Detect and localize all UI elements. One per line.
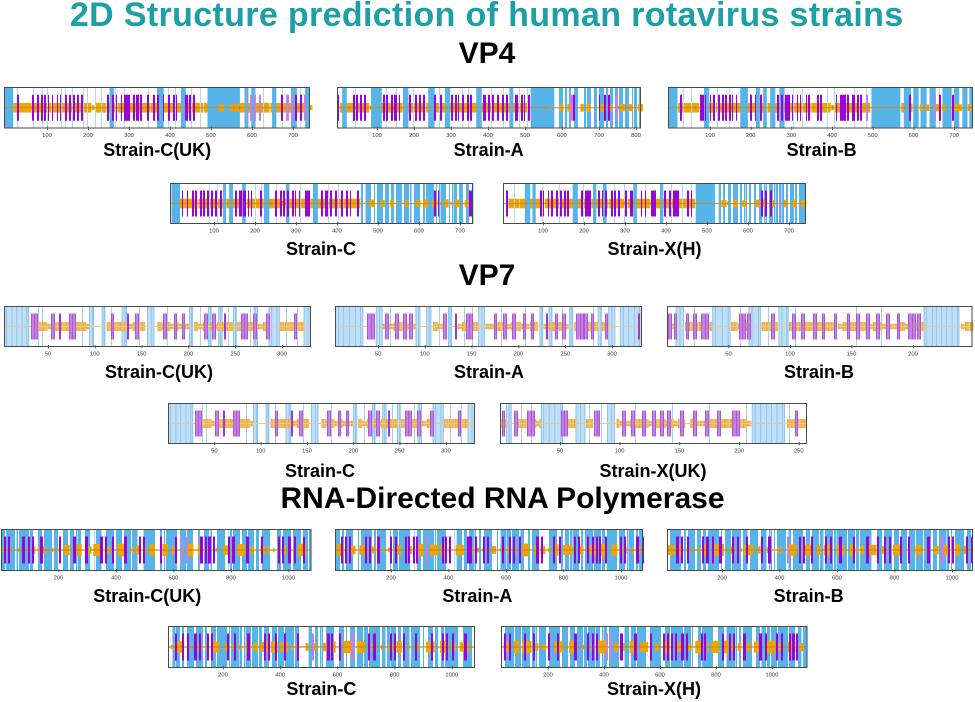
svg-text:500: 500 (702, 229, 712, 235)
svg-text:600: 600 (414, 229, 424, 235)
svg-text:300: 300 (787, 133, 797, 139)
svg-text:100: 100 (538, 229, 548, 235)
svg-text:200: 200 (908, 352, 918, 358)
svg-text:150: 150 (467, 352, 477, 358)
svg-text:800: 800 (890, 576, 900, 582)
svg-text:200: 200 (83, 133, 93, 139)
svg-text:1000: 1000 (946, 576, 959, 582)
svg-text:100: 100 (42, 133, 52, 139)
svg-text:150: 150 (137, 352, 147, 358)
svg-text:400: 400 (332, 229, 342, 235)
svg-text:500: 500 (373, 229, 383, 235)
svg-text:700: 700 (594, 133, 604, 139)
svg-text:200: 200 (348, 449, 358, 455)
svg-text:100: 100 (372, 133, 382, 139)
svg-text:200: 200 (543, 673, 553, 679)
svg-text:300: 300 (277, 352, 287, 358)
svg-text:400: 400 (275, 673, 285, 679)
svg-text:300: 300 (124, 133, 134, 139)
svg-text:50: 50 (375, 352, 381, 358)
svg-text:400: 400 (661, 229, 671, 235)
svg-text:600: 600 (333, 673, 343, 679)
svg-text:700: 700 (288, 133, 298, 139)
svg-text:250: 250 (230, 352, 240, 358)
svg-text:400: 400 (111, 576, 121, 582)
svg-text:150: 150 (675, 449, 685, 455)
svg-text:200: 200 (717, 576, 727, 582)
svg-text:500: 500 (206, 133, 216, 139)
svg-text:200: 200 (250, 229, 260, 235)
svg-text:600: 600 (168, 576, 178, 582)
svg-text:700: 700 (784, 229, 794, 235)
svg-text:600: 600 (247, 133, 257, 139)
svg-text:500: 500 (868, 133, 878, 139)
svg-text:700: 700 (455, 229, 465, 235)
svg-text:600: 600 (655, 673, 665, 679)
svg-text:400: 400 (483, 133, 493, 139)
svg-text:1000: 1000 (615, 576, 628, 582)
svg-text:600: 600 (832, 576, 842, 582)
svg-text:100: 100 (256, 449, 266, 455)
svg-text:500: 500 (520, 133, 530, 139)
svg-text:100: 100 (209, 229, 219, 235)
svg-text:150: 150 (302, 449, 312, 455)
svg-text:200: 200 (514, 352, 524, 358)
svg-text:300: 300 (441, 449, 451, 455)
svg-text:400: 400 (775, 576, 785, 582)
svg-text:700: 700 (949, 133, 959, 139)
svg-text:200: 200 (184, 352, 194, 358)
svg-text:100: 100 (785, 352, 795, 358)
svg-text:400: 400 (599, 673, 609, 679)
svg-text:200: 200 (579, 229, 589, 235)
svg-text:300: 300 (446, 133, 456, 139)
svg-text:600: 600 (743, 229, 753, 235)
svg-text:200: 200 (53, 576, 63, 582)
svg-text:100: 100 (420, 352, 430, 358)
svg-text:200: 200 (746, 133, 756, 139)
svg-text:100: 100 (90, 352, 100, 358)
svg-text:600: 600 (909, 133, 919, 139)
svg-text:200: 200 (409, 133, 419, 139)
svg-text:600: 600 (557, 133, 567, 139)
svg-text:600: 600 (501, 576, 511, 582)
svg-text:400: 400 (444, 576, 454, 582)
svg-text:50: 50 (725, 352, 731, 358)
svg-text:150: 150 (846, 352, 856, 358)
svg-text:800: 800 (631, 133, 641, 139)
svg-text:300: 300 (291, 229, 301, 235)
svg-text:200: 200 (386, 576, 396, 582)
svg-text:1000: 1000 (445, 673, 458, 679)
svg-text:250: 250 (794, 449, 804, 455)
svg-text:400: 400 (827, 133, 837, 139)
svg-text:1000: 1000 (282, 576, 295, 582)
svg-text:100: 100 (705, 133, 715, 139)
svg-text:300: 300 (620, 229, 630, 235)
svg-text:800: 800 (390, 673, 400, 679)
svg-text:250: 250 (395, 449, 405, 455)
svg-text:200: 200 (218, 673, 228, 679)
svg-text:50: 50 (557, 449, 563, 455)
svg-text:200: 200 (734, 449, 744, 455)
svg-text:50: 50 (45, 352, 51, 358)
svg-text:800: 800 (226, 576, 236, 582)
svg-text:100: 100 (615, 449, 625, 455)
svg-text:300: 300 (607, 352, 617, 358)
svg-text:400: 400 (165, 133, 175, 139)
svg-text:50: 50 (211, 449, 217, 455)
svg-text:800: 800 (559, 576, 569, 582)
svg-text:800: 800 (711, 673, 721, 679)
svg-text:250: 250 (560, 352, 570, 358)
svg-text:1000: 1000 (765, 673, 778, 679)
